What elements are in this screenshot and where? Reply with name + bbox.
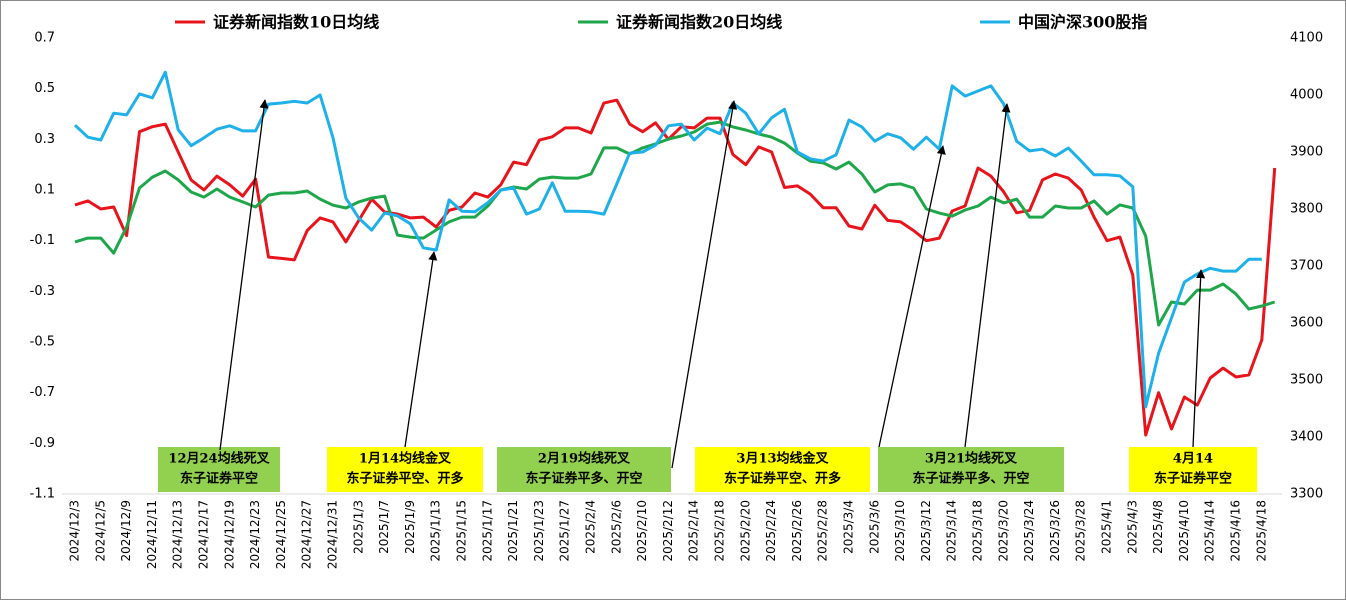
x-tick-label: 2025/3/24 (1022, 500, 1036, 562)
annotation-arrow (1192, 269, 1206, 448)
x-tick-label: 2025/2/26 (790, 500, 804, 562)
x-tick-label: 2024/12/11 (145, 500, 159, 569)
x-tick-label: 2025/3/28 (1074, 500, 1088, 562)
annotation-text: 东子证券平空、开多 (346, 471, 463, 487)
x-tick-label: 2025/3/6 (867, 500, 881, 554)
x-tick-label: 2025/4/16 (1229, 500, 1243, 562)
y-tick-label: -0.3 (30, 284, 55, 299)
annotation-arrow (671, 100, 738, 469)
legend-label: 证券新闻指数20日均线 (616, 13, 782, 32)
y2-tick-label: 4100 (1290, 31, 1323, 46)
y-tick-label: -1.1 (30, 487, 55, 502)
x-tick-label: 2025/4/14 (1203, 500, 1217, 562)
annotation-text: 东子证券平多、开空 (912, 471, 1029, 487)
x-tick-label: 2025/3/10 (893, 500, 907, 562)
annotation-box (327, 447, 483, 492)
x-tick-label: 2025/1/15 (455, 500, 469, 562)
x-tick-label: 2025/1/3 (351, 500, 365, 554)
x-tick-label: 2025/4/1 (1100, 500, 1114, 554)
x-tick-label: 2025/1/9 (403, 500, 417, 554)
annotation-text: 4月14 (1173, 452, 1213, 467)
series-line (74, 120, 1276, 327)
annotation-text: 1月14均线金叉 (359, 451, 452, 467)
x-tick-label: 2025/2/28 (816, 500, 830, 562)
annotation-text: 2月19均线死叉 (538, 451, 631, 467)
series-line (74, 98, 1277, 437)
annotation-text: 东子证券平空、开多 (724, 471, 841, 487)
x-tick-label: 2025/1/17 (480, 500, 494, 562)
x-tick-label: 2024/12/13 (171, 500, 185, 569)
x-tick-label: 2025/2/18 (713, 500, 727, 562)
x-tick-label: 2025/2/6 (609, 500, 623, 554)
y2-tick-label: 4000 (1290, 88, 1323, 103)
x-tick-label: 2024/12/17 (197, 500, 211, 569)
annotation-box (695, 447, 870, 492)
x-tick-label: 2025/4/8 (1151, 500, 1165, 554)
annotation-text: 东子证券平多、开空 (525, 471, 642, 487)
annotation-box (1129, 447, 1257, 492)
x-tick-label: 2024/12/3 (68, 500, 82, 562)
annotation-arrow (219, 99, 269, 451)
y2-tick-label: 3300 (1290, 487, 1323, 502)
y2-tick-label: 3800 (1290, 202, 1323, 217)
x-tick-label: 2025/1/13 (429, 500, 443, 562)
x-tick-label: 2025/1/23 (532, 500, 546, 562)
y-tick-label: 0.3 (34, 132, 55, 147)
y-tick-label: 0.5 (34, 81, 55, 96)
annotation-arrow (404, 251, 438, 448)
x-tick-label: 2024/12/23 (248, 500, 262, 569)
y2-tick-label: 3900 (1290, 145, 1323, 160)
x-tick-label: 2025/4/10 (1177, 500, 1191, 562)
x-tick-label: 2024/12/27 (300, 500, 314, 569)
x-tick-label: 2025/3/12 (919, 500, 933, 562)
annotation-arrow (878, 145, 946, 448)
x-tick-label: 2025/2/14 (687, 500, 701, 562)
y-tick-label: 0.7 (34, 31, 55, 46)
x-tick-label: 2024/12/25 (274, 500, 288, 569)
x-tick-label: 2024/12/19 (222, 500, 236, 569)
x-tick-label: 2025/1/7 (377, 500, 391, 554)
y-tick-label: -0.1 (30, 233, 55, 248)
x-tick-label: 2025/1/27 (558, 500, 572, 562)
x-tick-label: 2024/12/31 (326, 500, 340, 569)
x-tick-label: 2024/12/5 (93, 500, 107, 562)
annotation-box (878, 447, 1064, 492)
x-tick-label: 2025/3/18 (971, 500, 985, 562)
x-tick-label: 2025/2/10 (635, 500, 649, 562)
annotation-box (497, 447, 671, 492)
x-tick-label: 2024/12/9 (119, 500, 133, 562)
annotation-box (158, 447, 280, 492)
y2-tick-label: 3400 (1290, 430, 1323, 445)
annotation-text: 东子证券平空 (180, 471, 258, 487)
annotation-text: 12月24均线死叉 (168, 451, 270, 467)
x-tick-label: 2025/4/18 (1254, 500, 1268, 562)
x-tick-label: 2025/3/26 (1048, 500, 1062, 562)
legend-label: 中国沪深300股指 (1018, 13, 1147, 32)
x-tick-label: 2025/3/20 (996, 500, 1010, 562)
y-tick-label: -0.5 (30, 335, 55, 350)
series-line (73, 70, 1262, 409)
y2-tick-label: 3600 (1290, 316, 1323, 331)
annotation-arrow (964, 103, 1011, 448)
annotation-text: 3月13均线金叉 (736, 451, 829, 467)
annotation-text: 东子证券平空 (1154, 471, 1232, 487)
x-tick-label: 2025/1/21 (506, 500, 520, 562)
legend-label: 证券新闻指数10日均线 (213, 13, 379, 32)
y2-tick-label: 3700 (1290, 259, 1323, 274)
y-tick-label: -0.9 (30, 436, 55, 451)
y2-tick-label: 3500 (1290, 373, 1323, 388)
y-tick-label: 0.1 (34, 183, 55, 198)
x-tick-label: 2025/2/20 (738, 500, 752, 562)
annotation-text: 3月21均线死叉 (925, 451, 1018, 467)
x-tick-label: 2025/3/4 (842, 500, 856, 554)
x-tick-label: 2025/2/4 (584, 500, 598, 554)
x-tick-label: 2025/4/3 (1125, 500, 1139, 554)
x-tick-label: 2025/2/12 (661, 500, 675, 562)
x-tick-label: 2025/3/14 (945, 500, 959, 562)
x-tick-label: 2025/2/24 (764, 500, 778, 562)
y-tick-label: -0.7 (30, 385, 55, 400)
